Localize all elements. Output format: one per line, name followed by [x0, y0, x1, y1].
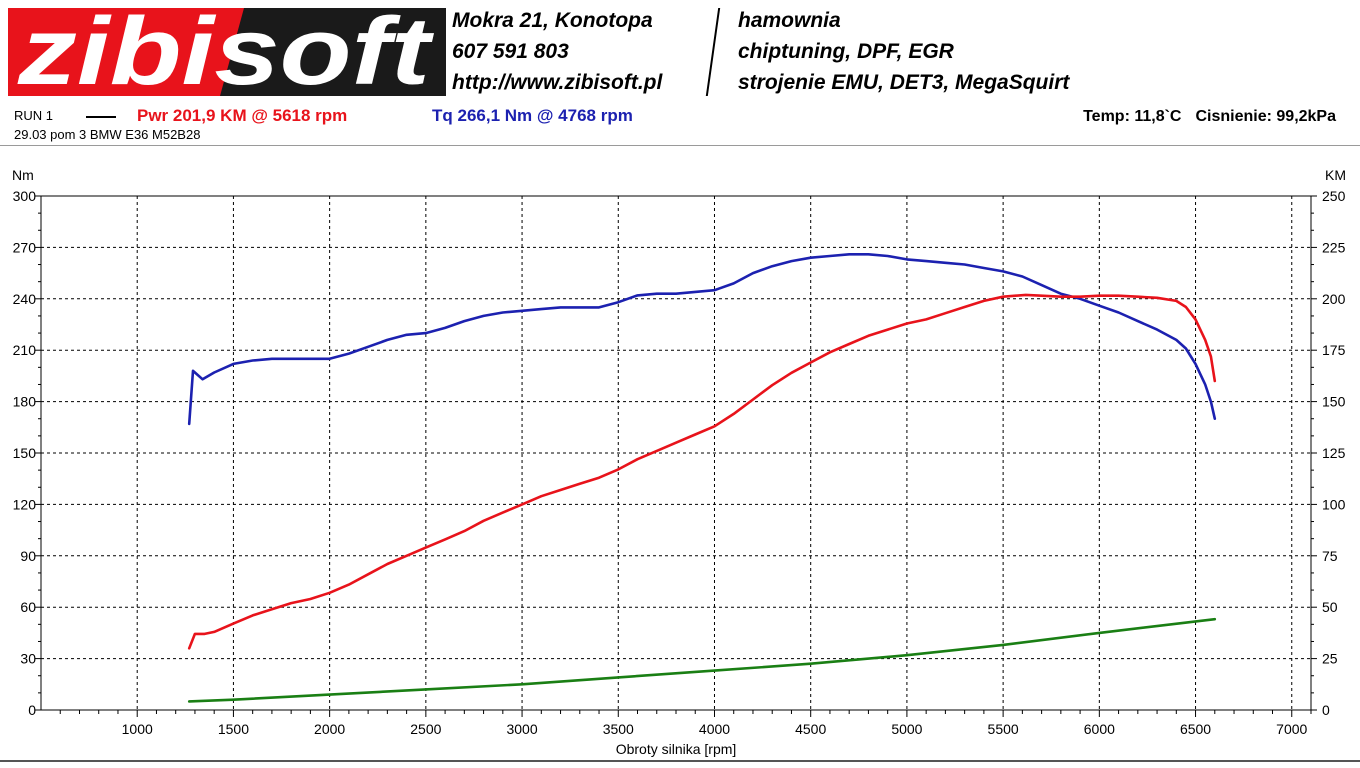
contact-address: Mokra 21, Konotopa	[452, 9, 653, 32]
y-right-tick-label: 25	[1322, 651, 1338, 667]
services-block: hamownia chiptuning, DPF, EGR strojenie …	[738, 5, 1069, 98]
service-chiptuning: chiptuning, DPF, EGR	[738, 40, 954, 63]
y-left-tick-label: 90	[20, 548, 36, 564]
plot-frame	[40, 195, 1312, 711]
contact-address-block: Mokra 21, Konotopa 607 591 803 http://ww…	[452, 5, 662, 98]
y-left-tick-label: 210	[13, 342, 37, 358]
y-right-tick-label: 0	[1322, 702, 1330, 718]
power-curve	[187, 293, 1217, 650]
header-rule	[0, 145, 1360, 146]
torque-peak: Tq 266,1 Nm @ 4768 rpm	[432, 106, 633, 125]
x-tick-label: 5500	[988, 721, 1019, 737]
y-left-tick-label: 270	[13, 239, 37, 255]
torque-curve	[187, 253, 1217, 426]
logo-red-band	[8, 8, 244, 96]
temperature-readout: Temp: 11,8`C	[1083, 108, 1182, 125]
logo-text: zibisoft	[17, 8, 435, 96]
x-tick-label: 2000	[314, 721, 345, 737]
y-right-tick-label: 175	[1322, 342, 1346, 358]
y-left-tick-label: 0	[28, 702, 36, 718]
contact-website-link[interactable]: http://www.zibisoft.pl	[452, 71, 663, 94]
service-dyno: hamownia	[738, 9, 841, 32]
contact-phone: 607 591 803	[452, 40, 569, 63]
y-left-tick-label: 240	[13, 291, 37, 307]
run-legend-line	[86, 116, 116, 118]
y-left-tick-label: 300	[13, 188, 37, 204]
service-tuning: strojenie EMU, DET3, MegaSquirt	[738, 71, 1070, 94]
dyno-chart: 1000 1500 2000 2500 3000 3500 4000 4500 5000 5500…	[12, 167, 1346, 757]
y-right-tick-label: 225	[1322, 239, 1346, 255]
x-tick-label: 2500	[410, 721, 441, 737]
x-tick-label: 7000	[1276, 721, 1307, 737]
run-label: RUN 1	[14, 108, 54, 123]
y-right-tick-label: 200	[1322, 291, 1346, 307]
y-right-tick-label: 100	[1322, 496, 1346, 512]
x-tick-label: 3000	[506, 721, 537, 737]
y-right-tick-label: 150	[1322, 394, 1346, 410]
y-left-unit-label: Nm	[12, 167, 34, 183]
y-left-tick-label: 150	[13, 445, 37, 461]
x-axis-label: Obroty silnika [rpm]	[616, 741, 737, 757]
loss-curve	[187, 617, 1217, 703]
x-tick-label: 5000	[891, 721, 922, 737]
y-right-tick-label: 250	[1322, 188, 1346, 204]
y-right-unit-label: KM	[1325, 167, 1346, 183]
x-tick-label: 4000	[699, 721, 730, 737]
bottom-rule	[0, 760, 1360, 762]
y-left-tick-label: 30	[20, 651, 36, 667]
power-peak: Pwr 201,9 KM @ 5618 rpm	[137, 106, 348, 125]
x-tick-label: 6000	[1084, 721, 1115, 737]
y-right-tick-label: 125	[1322, 445, 1346, 461]
pressure-readout: Cisnienie: 99,2kPa	[1195, 108, 1336, 125]
y-left-tick-label: 120	[13, 496, 37, 512]
x-tick-label: 1500	[218, 721, 249, 737]
zibisoft-logo: zibisoft	[8, 8, 446, 96]
y-right-tick-label: 75	[1322, 548, 1338, 564]
x-tick-label: 3500	[603, 721, 634, 737]
header-divider	[705, 8, 721, 96]
x-tick-label: 4500	[795, 721, 826, 737]
ambient-conditions: Temp: 11,8`C Cisnienie: 99,2kPa	[1083, 108, 1336, 126]
run-description: 29.03 pom 3 BMW E36 M52B28	[14, 127, 201, 142]
y-left-tick-label: 180	[13, 394, 37, 410]
y-right-tick-label: 50	[1322, 599, 1338, 615]
y-left-tick-label: 60	[20, 599, 36, 615]
x-tick-label: 6500	[1180, 721, 1211, 737]
x-tick-label: 1000	[122, 721, 153, 737]
